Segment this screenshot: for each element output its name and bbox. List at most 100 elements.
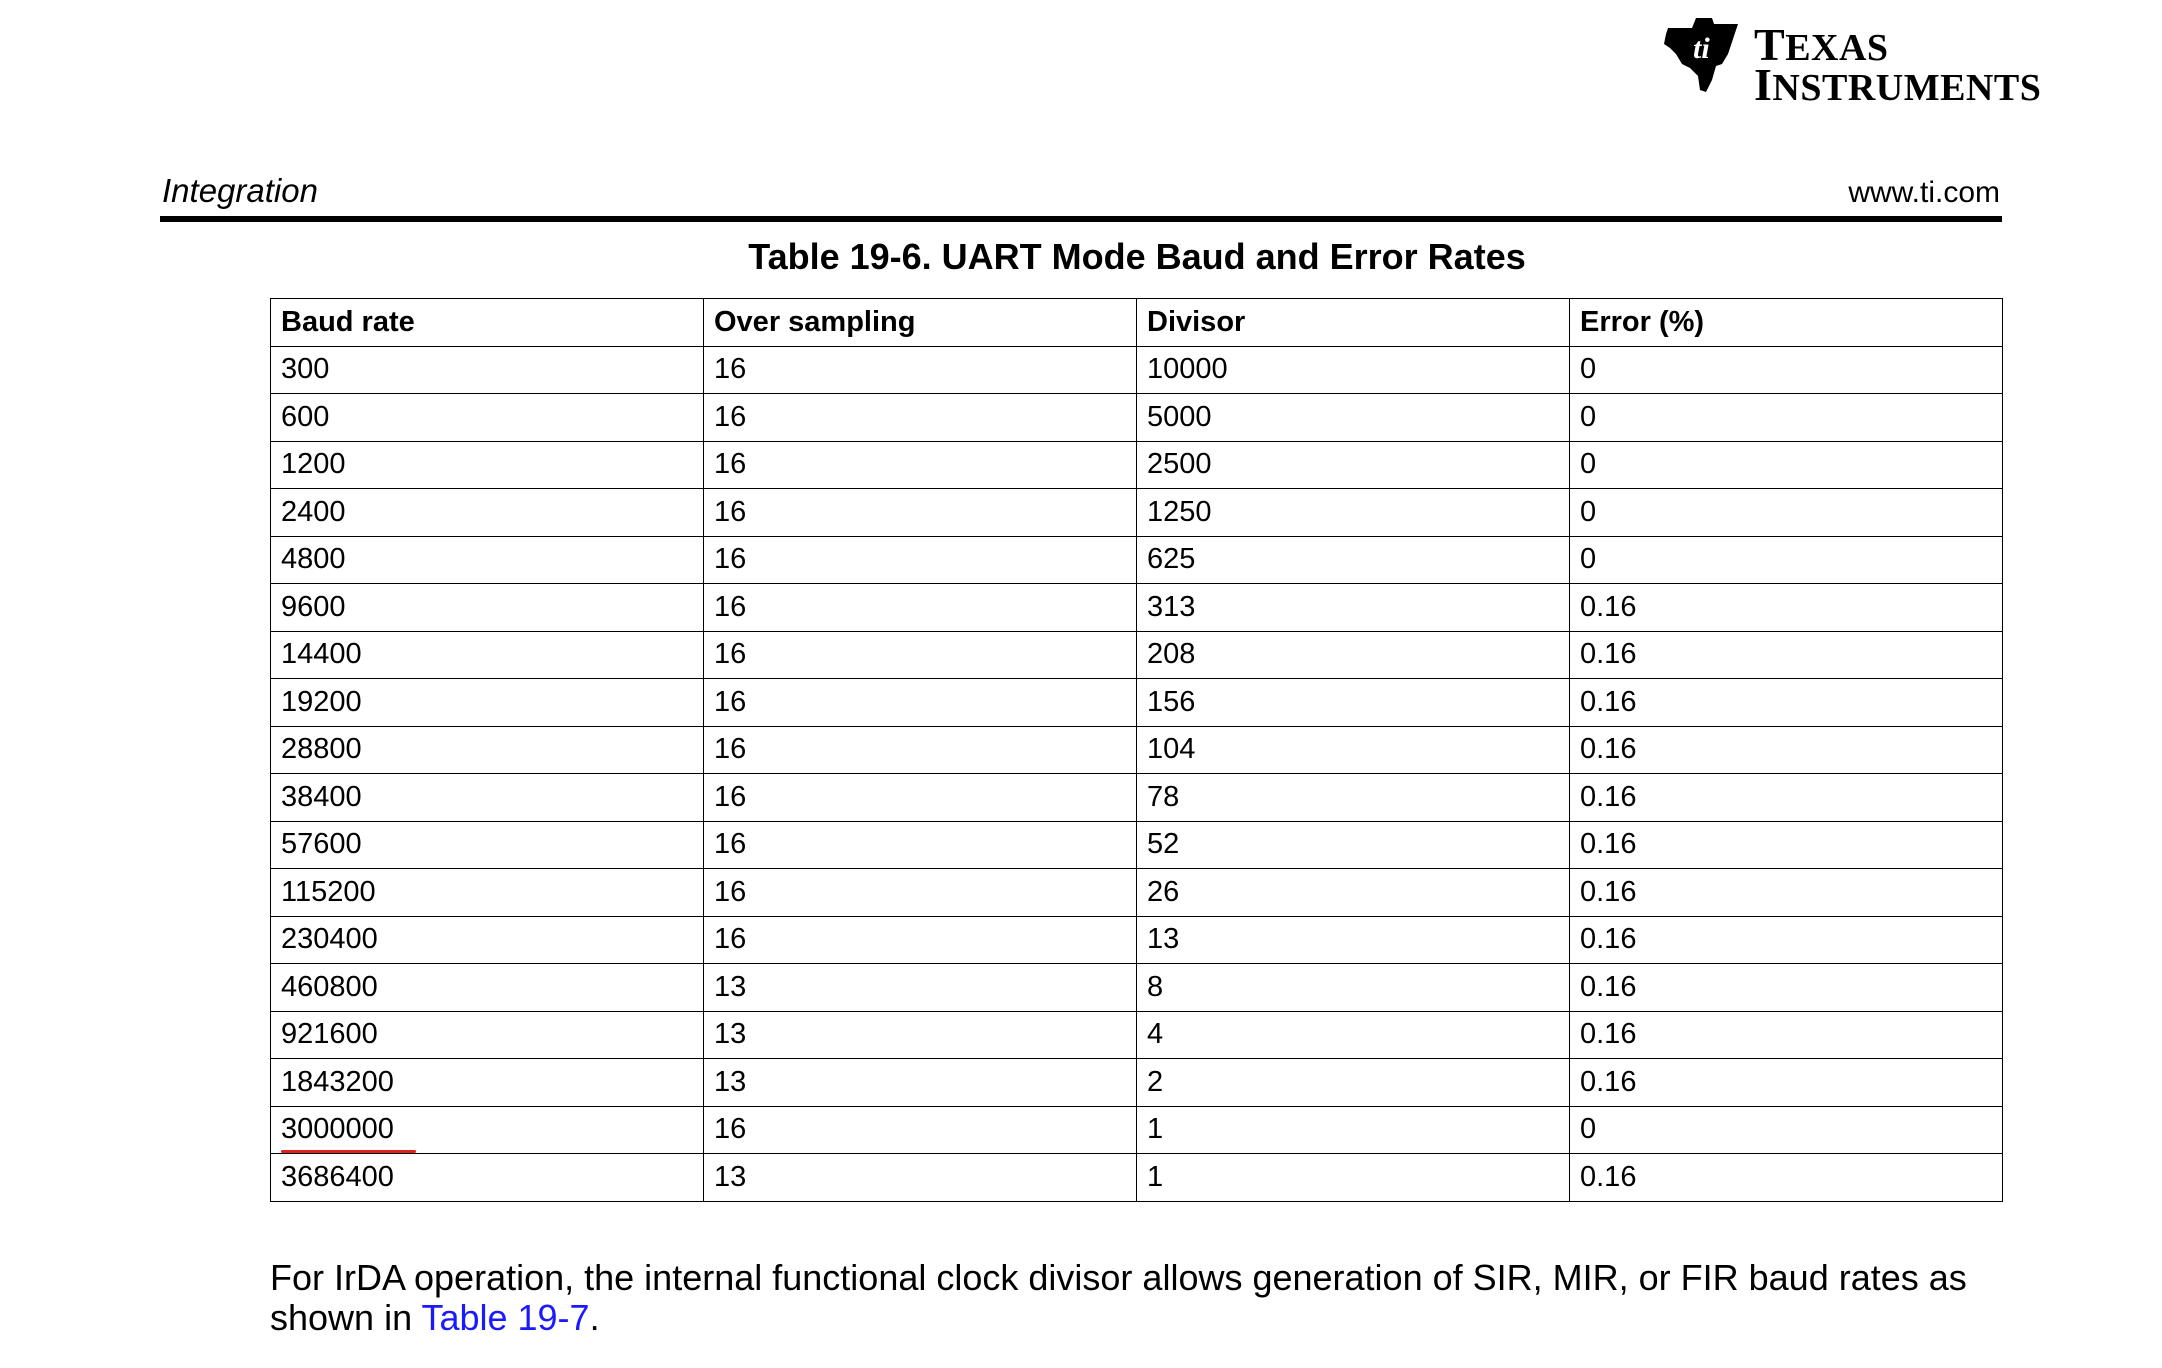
- cell-text: 16: [714, 875, 747, 908]
- cell-text: 78: [1147, 780, 1180, 813]
- cell-text: 16: [714, 923, 747, 956]
- cell-divisor: 26: [1136, 868, 1570, 917]
- cell-over-sampling: 13: [703, 1010, 1137, 1059]
- cell-text: 0.16: [1580, 780, 1637, 813]
- cell-divisor: 1250: [1136, 488, 1570, 537]
- cell-baud-rate: 2400: [270, 488, 704, 537]
- section-name: Integration: [162, 172, 318, 209]
- cell-text: 52: [1147, 828, 1180, 861]
- table-row: 19200 16 156 0.16: [270, 678, 2003, 727]
- svg-text:ti: ti: [1693, 32, 1710, 65]
- cell-text: 0.16: [1580, 685, 1637, 718]
- cell-text: 230400: [281, 923, 378, 956]
- cell-error: 0.16: [1569, 915, 2003, 964]
- cell-text: 14400: [281, 638, 362, 671]
- header-over-sampling: Over sampling: [703, 298, 1137, 347]
- ti-logo: ti TEXAS INSTRUMENTS: [1662, 14, 2041, 108]
- cell-text: 2400: [281, 495, 346, 528]
- cell-error: 0: [1569, 345, 2003, 394]
- cell-over-sampling: 16: [703, 773, 1137, 822]
- logo-line-2: INSTRUMENTS: [1754, 59, 2042, 110]
- texas-instruments-logo-icon: ti: [1664, 18, 1738, 92]
- cell-over-sampling: 16: [703, 583, 1137, 632]
- cell-baud-rate: 300: [270, 345, 704, 394]
- cell-error: 0: [1569, 440, 2003, 489]
- cell-over-sampling: 16: [703, 630, 1137, 679]
- table-row: 300 16 10000 0: [270, 345, 2003, 394]
- cell-over-sampling: 16: [703, 678, 1137, 727]
- cell-text: 0: [1580, 448, 1597, 481]
- cell-divisor: 208: [1136, 630, 1570, 679]
- table-row: 3000000 16 1 0: [270, 1105, 2003, 1154]
- cell-baud-rate: 28800: [270, 725, 704, 774]
- cell-over-sampling: 16: [703, 440, 1137, 489]
- paragraph-end: .: [589, 1297, 600, 1338]
- cell-text: 16: [714, 1113, 747, 1146]
- cell-error: 0.16: [1569, 773, 2003, 822]
- cell-error: 0.16: [1569, 583, 2003, 632]
- table-row: 38400 16 78 0.16: [270, 773, 2003, 822]
- cell-text: 16: [714, 400, 747, 433]
- cell-text: 4: [1147, 1018, 1164, 1051]
- cell-text: 0.16: [1580, 923, 1637, 956]
- cell-text: 16: [714, 448, 747, 481]
- cell-text: 0.16: [1580, 875, 1637, 908]
- cell-error: 0: [1569, 535, 2003, 584]
- table-row: 3686400 13 1 0.16: [270, 1153, 2003, 1202]
- cell-text: 0.16: [1580, 638, 1637, 671]
- cell-text: 10000: [1147, 353, 1228, 386]
- table-row: 1843200 13 2 0.16: [270, 1058, 2003, 1107]
- cell-over-sampling: 13: [703, 1058, 1137, 1107]
- cell-baud-rate: 4800: [270, 535, 704, 584]
- cell-divisor: 13: [1136, 915, 1570, 964]
- cell-divisor: 78: [1136, 773, 1570, 822]
- cell-text: 300: [281, 353, 330, 386]
- cell-baud-rate: 1843200: [270, 1058, 704, 1107]
- cell-baud-rate: 38400: [270, 773, 704, 822]
- cell-text: 0: [1580, 1113, 1597, 1146]
- cell-text: 2500: [1147, 448, 1212, 481]
- cell-divisor: 4: [1136, 1010, 1570, 1059]
- cell-error: 0.16: [1569, 1153, 2003, 1202]
- header-baud-rate: Baud rate: [270, 298, 704, 347]
- cell-error: 0: [1569, 393, 2003, 442]
- cell-over-sampling: 16: [703, 345, 1137, 394]
- cell-text: 13: [714, 1018, 747, 1051]
- cell-text: 0.16: [1580, 828, 1637, 861]
- cell-error: 0.16: [1569, 630, 2003, 679]
- cell-error: 0.16: [1569, 678, 2003, 727]
- table-19-7-link[interactable]: Table 19-7: [421, 1297, 590, 1338]
- cell-baud-rate: 1200: [270, 440, 704, 489]
- cell-text: 313: [1147, 590, 1196, 623]
- table-row: 14400 16 208 0.16: [270, 630, 2003, 679]
- cell-text: 13: [1147, 923, 1180, 956]
- cell-divisor: 1: [1136, 1153, 1570, 1202]
- header-rule: [160, 216, 2002, 222]
- cell-text: 1200: [281, 448, 346, 481]
- cell-text: 600: [281, 400, 330, 433]
- cell-divisor: 1: [1136, 1105, 1570, 1154]
- cell-text: 625: [1147, 543, 1196, 576]
- cell-error: 0.16: [1569, 820, 2003, 869]
- cell-error: 0: [1569, 1105, 2003, 1154]
- table-row: 2400 16 1250 0: [270, 488, 2003, 537]
- table-header-row: Baud rate Over sampling Divisor Error (%…: [270, 298, 2003, 347]
- cell-error: 0.16: [1569, 1058, 2003, 1107]
- cell-baud-rate: 57600: [270, 820, 704, 869]
- cell-text: 4800: [281, 543, 346, 576]
- cell-text: 16: [714, 638, 747, 671]
- cell-error: 0: [1569, 488, 2003, 537]
- table-row: 921600 13 4 0.16: [270, 1010, 2003, 1059]
- cell-divisor: 2500: [1136, 440, 1570, 489]
- cell-divisor: 156: [1136, 678, 1570, 727]
- cell-baud-rate: 460800: [270, 963, 704, 1012]
- table-row: 115200 16 26 0.16: [270, 868, 2003, 917]
- cell-text: 28800: [281, 733, 362, 766]
- cell-divisor: 8: [1136, 963, 1570, 1012]
- cell-text: 0: [1580, 400, 1597, 433]
- cell-error: 0.16: [1569, 1010, 2003, 1059]
- cell-error: 0.16: [1569, 725, 2003, 774]
- cell-error: 0.16: [1569, 963, 2003, 1012]
- cell-divisor: 104: [1136, 725, 1570, 774]
- cell-over-sampling: 16: [703, 535, 1137, 584]
